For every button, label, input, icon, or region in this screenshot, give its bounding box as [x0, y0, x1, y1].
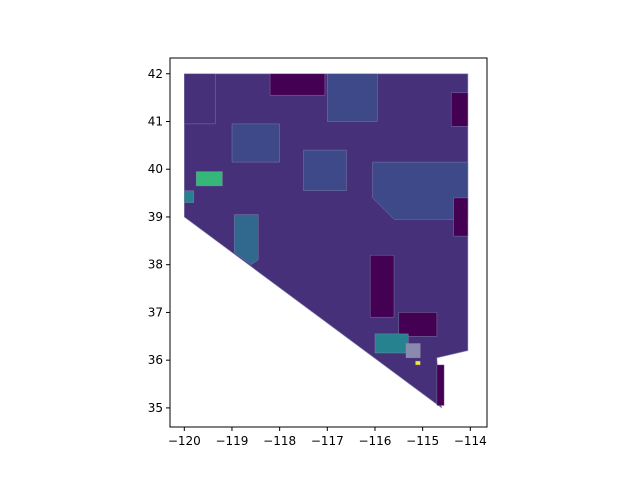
region-east-border-tract [453, 197, 469, 237]
x-tick-label: −119 [215, 434, 248, 448]
region-elko-north-tract [327, 73, 378, 122]
region-ne-corner-tract [451, 92, 469, 127]
x-tick-label: −120 [168, 434, 201, 448]
x-tick-label: −116 [358, 434, 391, 448]
region-las-vegas-core [405, 343, 421, 358]
x-tick-label: −118 [263, 434, 296, 448]
y-tick-label: 41 [148, 114, 163, 128]
axes-frame [169, 57, 488, 428]
region-yellow-tract [415, 360, 421, 366]
region-pershing-tract [231, 123, 280, 163]
y-tick-label: 40 [148, 162, 163, 176]
region-se-dark-tract [436, 364, 445, 406]
x-tick-label: −117 [311, 434, 344, 448]
y-tick-label: 42 [148, 67, 163, 81]
region-nye-dark-tract [370, 254, 395, 318]
y-tick-label: 35 [148, 401, 163, 415]
region-reno-teal-tract [184, 190, 195, 203]
y-tick-label: 37 [148, 305, 163, 319]
y-tick-label: 36 [148, 353, 163, 367]
map-regions [184, 73, 469, 409]
x-axis-ticks: −120 −119 −118 −117 −116 −115 −114 [168, 427, 487, 448]
region-churchill-tract [234, 214, 259, 265]
y-axis-ticks: 35 36 37 38 39 40 41 42 [148, 67, 170, 415]
region-reno-green-tract [195, 171, 223, 187]
region-clark-teal-tract [374, 333, 409, 354]
y-tick-label: 38 [148, 258, 163, 272]
region-state-base [184, 73, 469, 409]
region-north-central-tract [269, 73, 326, 96]
region-lander-tract [303, 149, 347, 191]
x-tick-label: −115 [406, 434, 439, 448]
region-white-pine-tract [372, 161, 469, 220]
y-tick-label: 39 [148, 210, 163, 224]
x-tick-label: −114 [454, 434, 487, 448]
region-lincoln-dark-tract [398, 312, 438, 337]
region-nw-tract [184, 73, 216, 125]
